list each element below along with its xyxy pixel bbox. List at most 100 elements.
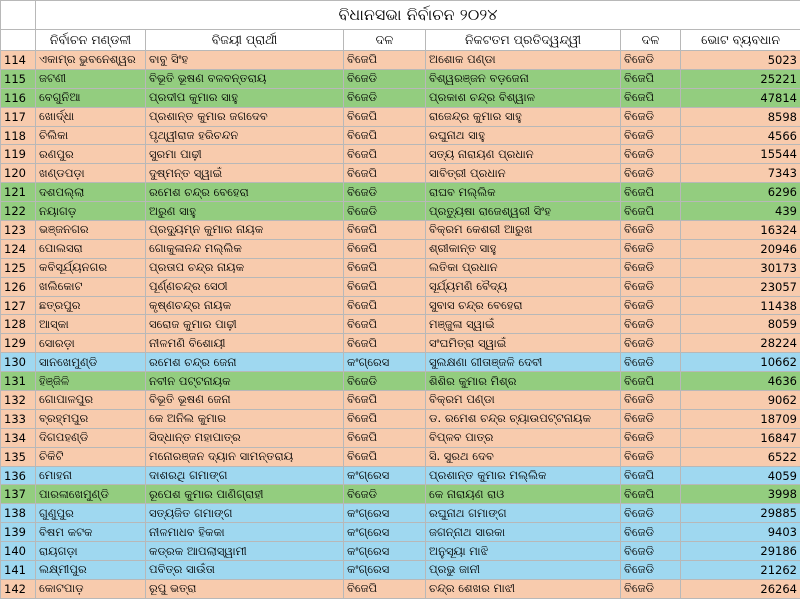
winner-party-cell: ବିଜେପି: [343, 390, 426, 410]
constituency-cell: ରାୟଗଡ଼ା: [35, 541, 146, 562]
margin-cell: 29186: [680, 541, 800, 562]
winner-party-cell: ବିଜେପି: [343, 578, 426, 599]
runner-up-cell: ରାଘବ ମଲ୍ଲିକ: [425, 182, 621, 203]
runner-up-party-cell: ବିଜେଡି: [620, 408, 681, 429]
winner-cell: ଗୋକୁଳାନନ୍ଦ ମଲ୍ଲିକ: [145, 238, 344, 259]
margin-cell: 28224: [680, 333, 800, 354]
constituency-cell: ଭଞ୍ଜନଗର: [35, 220, 146, 240]
runner-up-party-cell: ବିଜେଡି: [620, 560, 681, 580]
result-row: 117 ଖୋର୍ଦ୍ଧା ପ୍ରଶାନ୍ତ କୁମାର ଜଗଦେବ ବିଜେପି ରାଜ…: [0, 106, 800, 127]
constituency-cell: ଖଣ୍ଡପଡ଼ା: [35, 163, 146, 184]
winner-party-cell: ବିଜେପି: [343, 427, 426, 448]
runner-up-party-cell: ବିଜେପି: [620, 371, 681, 392]
winner-cell: ପୃଥ୍ୱୀରାଜ ହରିଚନ୍ଦନ: [145, 125, 344, 146]
no-cell: 125: [0, 257, 36, 278]
winner-cell: କେ ଅନିଲ କୁମାର: [145, 408, 344, 429]
runner-up-cell: ସଂଘମିତ୍ରା ସ୍ୱାଇଁ: [425, 333, 621, 354]
result-row: 136 ମୋହନା ଦାଶରଥି ଗମାଙ୍ଗ କଂଗ୍ରେସ ପ୍ରଶାନ୍ତ କୁମ…: [0, 465, 800, 486]
winner-cell: ପ୍ରଦ୍ୟୁମ୍ନ କୁମାର ନାୟକ: [145, 220, 344, 240]
constituency-cell: ଗୁଣୁପୁର: [35, 503, 146, 524]
no-cell: 141: [0, 560, 36, 580]
margin-cell: 10662: [680, 352, 800, 373]
no-cell: 120: [0, 163, 36, 184]
result-row: 128 ଆସ୍କା ସରୋଜ କୁମାର ପାଢ଼ୀ ବିଜେପି ମଞ୍ଜୁଳା ସ୍…: [0, 314, 800, 335]
no-cell: 137: [0, 484, 36, 505]
winner-party-cell: ବିଜେଡି: [343, 484, 426, 505]
margin-cell: 8059: [680, 314, 800, 335]
constituency-cell: ଦଶପଲ୍ଲା: [35, 182, 146, 203]
runner-up-cell: ଚନ୍ଦ୍ର ଶେଖର ମାଝୀ: [425, 578, 621, 599]
runner-up-party-cell: ବିଜେଡି: [620, 427, 681, 448]
margin-cell: 18709: [680, 408, 800, 429]
runner-up-party-cell: ବିଜେଡି: [620, 106, 681, 127]
winner-party-cell: କଂଗ୍ରେସ: [343, 465, 426, 486]
winner-party-cell: କଂଗ୍ରେସ: [343, 541, 426, 562]
result-row: 116 ବେଗୁନିଆ ପ୍ରଦୀପ କୁମାର ସାହୁ ବିଜେଡି ପ୍ରକାଶ …: [0, 87, 800, 108]
runner-up-cell: ସୁବାସ ଚନ୍ଦ୍ର ବେହେରା: [425, 295, 621, 316]
constituency-cell: ନୟାଗଡ଼: [35, 201, 146, 222]
result-row: 114 ଏକାମ୍ର ଭୁବନେଶ୍ୱର ବାବୁ ସିଂହ ବିଜେପି ଅଶୋକ ପ…: [0, 50, 800, 70]
blank-cell: [0, 29, 36, 51]
winner-cell: ପ୍ରଶାନ୍ତ କୁମାର ଜଗଦେବ: [145, 106, 344, 127]
runner-up-party-cell: ବିଜେଡି: [620, 333, 681, 354]
runner-up-cell: କେ ନାରାୟଣ ରାଓ: [425, 484, 621, 505]
winner-party-cell: ବିଜେପି: [343, 408, 426, 429]
runner-up-cell: ଅଶୋକ ପଣ୍ଡା: [425, 50, 621, 70]
result-row: 123 ଭଞ୍ଜନଗର ପ୍ରଦ୍ୟୁମ୍ନ କୁମାର ନାୟକ ବିଜେପି ବିକ…: [0, 220, 800, 240]
runner-up-party-cell: ବିଜେଡି: [620, 125, 681, 146]
winner-cell: ନବୀନ ପଟ୍ଟନାୟକ: [145, 371, 344, 392]
header-cell: ବିଜୟୀ ପ୍ରାର୍ଥୀ: [145, 29, 344, 51]
winner-cell: ମନୋରଞ୍ଜନ ଦ୍ୟାନ ସାମନ୍ତରାୟ: [145, 446, 344, 467]
runner-up-cell: ଅନୁସୂୟା ମାଝି: [425, 541, 621, 562]
no-cell: 128: [0, 314, 36, 335]
runner-up-party-cell: ବିଜେପି: [620, 87, 681, 108]
runner-up-party-cell: ବିଜେଡି: [620, 541, 681, 562]
result-row: 130 ସାନଖେମୁଣ୍ଡି ରମେଶ ଚନ୍ଦ୍ର ଜେନା କଂଗ୍ରେସ ସୁଲ…: [0, 352, 800, 373]
constituency-cell: ବ୍ରହ୍ମପୁର: [35, 408, 146, 429]
runner-up-cell: ସତ୍ୟ ନାରାୟଣ ପ୍ରଧାନ: [425, 144, 621, 165]
winner-party-cell: ବିଜେପି: [343, 144, 426, 165]
constituency-cell: ଗୋପାଳପୁର: [35, 390, 146, 410]
margin-cell: 47814: [680, 87, 800, 108]
constituency-cell: କବିସୂର୍ଯ୍ୟନଗର: [35, 257, 146, 278]
no-cell: 118: [0, 125, 36, 146]
runner-up-party-cell: ବିଜେଡି: [620, 257, 681, 278]
header-row: ନିର୍ବାଚନ ମଣ୍ଡଳୀ ବିଜୟୀ ପ୍ରାର୍ଥୀ ଦଳ ନିକଟତମ ପ୍…: [0, 29, 800, 51]
runner-up-party-cell: ବିଜେଡି: [620, 295, 681, 316]
result-row: 127 ଛତ୍ରପୁର କୃଷ୍ଣଚନ୍ଦ୍ର ନାୟକ ବିଜେପି ସୁବାସ ଚନ…: [0, 295, 800, 316]
no-cell: 132: [0, 390, 36, 410]
blank-cell: [0, 0, 36, 30]
no-cell: 115: [0, 68, 36, 89]
constituency-cell: ଦିଗପହଣ୍ଡି: [35, 427, 146, 448]
runner-up-cell: ଶ୍ରୀକାନ୍ତ ସାହୁ: [425, 238, 621, 259]
constituency-cell: ସୋରଡ଼ା: [35, 333, 146, 354]
no-cell: 133: [0, 408, 36, 429]
runner-up-party-cell: ବିଜେଡି: [620, 50, 681, 70]
runner-up-cell: ସି. ସୁରଥ ଦେବ: [425, 446, 621, 467]
winner-cell: ଦୁଷ୍ମନ୍ତ ସ୍ୱାଇଁ: [145, 163, 344, 184]
no-cell: 140: [0, 541, 36, 562]
winner-cell: ଅରୁଣ ସାହୁ: [145, 201, 344, 222]
runner-up-party-cell: ବିଜେଡି: [620, 352, 681, 373]
result-row: 121 ଦଶପଲ୍ଲା ରମେଶ ଚନ୍ଦ୍ର ବେହେରା ବିଜେଡି ରାଘବ ମ…: [0, 182, 800, 203]
winner-party-cell: ବିଜେଡି: [343, 87, 426, 108]
constituency-cell: ପାରଳାଖେମୁଣ୍ଡି: [35, 484, 146, 505]
winner-cell: ବିଭୂତି ଭୂଷଣ ଜେନା: [145, 390, 344, 410]
runner-up-party-cell: ବିଜେପି: [620, 484, 681, 505]
runner-up-party-cell: ବିଜେପି: [620, 182, 681, 203]
winner-cell: ନୀଳମଣି ବିଶୋୟୀ: [145, 333, 344, 354]
no-cell: 130: [0, 352, 36, 373]
winner-party-cell: ବିଜେପି: [343, 163, 426, 184]
margin-cell: 6522: [680, 446, 800, 467]
margin-cell: 8598: [680, 106, 800, 127]
margin-cell: 5023: [680, 50, 800, 70]
runner-up-cell: ପ୍ରତ୍ୟୁଷା ରାଜେଶ୍ୱରୀ ସିଂହ: [425, 201, 621, 222]
winner-cell: ଦାଶରଥି ଗମାଙ୍ଗ: [145, 465, 344, 486]
margin-cell: 23057: [680, 276, 800, 297]
result-row: 132 ଗୋପାଳପୁର ବିଭୂତି ଭୂଷଣ ଜେନା ବିଜେପି ବିକ୍ରମ …: [0, 390, 800, 410]
runner-up-party-cell: ବିଜେପି: [620, 68, 681, 89]
no-cell: 126: [0, 276, 36, 297]
no-cell: 136: [0, 465, 36, 486]
header-cell: ଦଳ: [620, 29, 681, 51]
result-row: 119 ରଣପୁର ସୁରମା ପାଢ଼ୀ ବିଜେପି ସତ୍ୟ ନାରାୟଣ ପ୍ର…: [0, 144, 800, 165]
